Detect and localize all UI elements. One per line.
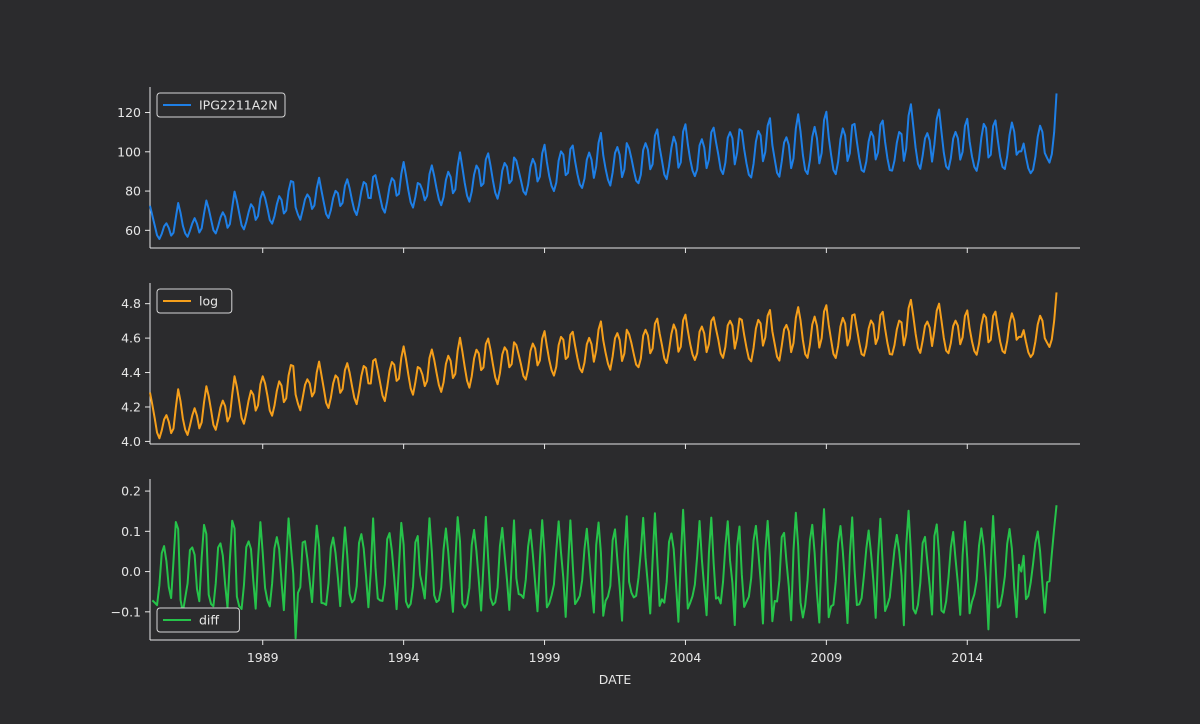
series-line-log [149, 292, 1058, 440]
panel-2: 4.0 4.2 4.4 4.6 4.8 log [121, 283, 1080, 449]
y-tick-label: 4.8 [121, 296, 141, 311]
legend-box [156, 288, 233, 314]
chart-panels: 60 80 100 120 IPG2211A2N 4.0 4.2 4.4 4.6 4.8 log −0… [111, 87, 1080, 665]
legend-label: log [199, 294, 218, 309]
y-tick-label: 60 [125, 223, 141, 238]
panel-3: −0.1 0.0 0.1 0.2 1989 1994 1999 2004 2009 2014 dif… [111, 479, 1080, 665]
legend-label: IPG2211A2N [199, 98, 278, 113]
y-tick-label: 4.0 [121, 434, 141, 449]
y-tick-label: 0.2 [121, 484, 141, 499]
x-tick-label: 2004 [670, 650, 702, 665]
series-line-diff [151, 505, 1058, 640]
y-tick-label: 80 [125, 184, 141, 199]
x-axis-label: DATE [599, 672, 632, 687]
y-tick-label: 0.1 [121, 524, 141, 539]
legend-box [156, 92, 286, 118]
y-tick-label: 100 [117, 144, 141, 159]
legend: diff [156, 607, 240, 633]
y-tick-label: −0.1 [111, 604, 141, 619]
legend: log [156, 288, 233, 314]
legend-label: diff [199, 613, 219, 628]
series-line-ipg2211a2n [149, 93, 1058, 240]
x-tick-label: 1994 [388, 650, 420, 665]
x-tick-label: 2014 [951, 650, 983, 665]
y-tick-label: 0.0 [121, 564, 141, 579]
x-tick-label: 1989 [247, 650, 279, 665]
legend-box [156, 607, 240, 633]
x-tick-label: 2009 [810, 650, 842, 665]
legend: IPG2211A2N [156, 92, 286, 118]
panel-1: 60 80 100 120 IPG2211A2N [117, 87, 1080, 253]
y-tick-label: 4.4 [121, 365, 141, 380]
y-tick-label: 120 [117, 105, 141, 120]
x-tick-label: 1999 [529, 650, 561, 665]
y-tick-label: 4.2 [121, 399, 141, 414]
y-tick-label: 4.6 [121, 331, 141, 346]
